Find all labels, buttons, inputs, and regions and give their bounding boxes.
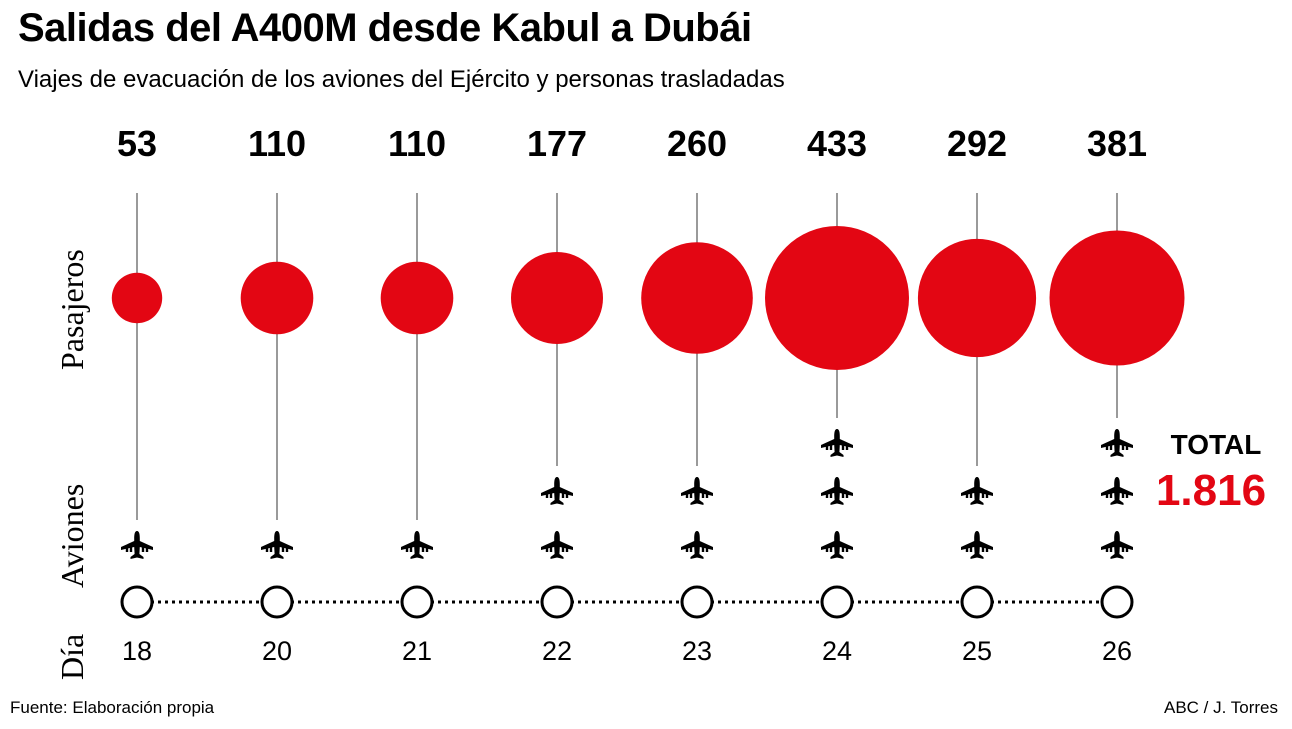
chart-subtitle: Viajes de evacuación de los aviones del … — [18, 66, 785, 93]
circle-icon — [260, 585, 294, 619]
passenger-value-label: 110 — [248, 123, 306, 164]
airplane-icon — [541, 477, 573, 505]
total-value: 1.816 — [1156, 466, 1266, 515]
source-note: Fuente: Elaboración propia — [10, 698, 215, 717]
day-label: 18 — [122, 636, 152, 666]
passenger-bubble — [641, 242, 753, 354]
airplane-icon — [541, 531, 573, 559]
passenger-value-label: 110 — [388, 123, 446, 164]
passenger-value-label: 53 — [117, 123, 157, 164]
day-label: 20 — [262, 636, 292, 666]
airplane-icon — [961, 477, 993, 505]
passenger-bubble — [380, 261, 454, 335]
row-label-day: Día — [54, 634, 90, 680]
circle-icon — [1100, 585, 1134, 619]
circle-icon — [960, 585, 994, 619]
credit-note: ABC / J. Torres — [1164, 698, 1278, 717]
airplane-icon — [961, 531, 993, 559]
circle-icon — [820, 585, 854, 619]
day-label: 22 — [542, 636, 572, 666]
day-label: 23 — [682, 636, 712, 666]
airplane-icon — [401, 531, 433, 559]
airplane-icon — [681, 477, 713, 505]
passenger-bubble — [1049, 230, 1185, 366]
passenger-value-label: 433 — [807, 123, 867, 164]
airplane-icon — [1101, 429, 1133, 457]
passenger-bubble — [111, 272, 163, 324]
circle-icon — [120, 585, 154, 619]
passenger-bubble — [765, 226, 909, 370]
circle-icon — [540, 585, 574, 619]
airplane-icon — [821, 477, 853, 505]
passenger-value-label: 260 — [667, 123, 727, 164]
passenger-bubble — [917, 238, 1037, 358]
airplane-icon — [681, 531, 713, 559]
circle-icon — [680, 585, 714, 619]
row-label-passengers: Pasajeros — [54, 249, 90, 370]
airplane-icon — [1101, 477, 1133, 505]
passenger-value-label: 177 — [527, 123, 587, 164]
airplane-icon — [121, 531, 153, 559]
day-label: 25 — [962, 636, 992, 666]
airplane-icon — [821, 429, 853, 457]
chart-title: Salidas del A400M desde Kabul a Dubái — [18, 6, 752, 50]
day-label: 21 — [402, 636, 432, 666]
row-label-planes: Aviones — [54, 484, 90, 588]
passenger-bubble — [511, 252, 603, 344]
circle-icon — [400, 585, 434, 619]
passenger-value-label: 292 — [947, 123, 1007, 164]
airplane-icon — [1101, 531, 1133, 559]
passenger-value-label: 381 — [1087, 123, 1147, 164]
total-label: TOTAL — [1171, 429, 1262, 460]
day-label: 24 — [822, 636, 852, 666]
day-label: 26 — [1102, 636, 1132, 666]
airplane-icon — [821, 531, 853, 559]
airplane-icon — [261, 531, 293, 559]
passenger-bubble — [240, 261, 314, 335]
